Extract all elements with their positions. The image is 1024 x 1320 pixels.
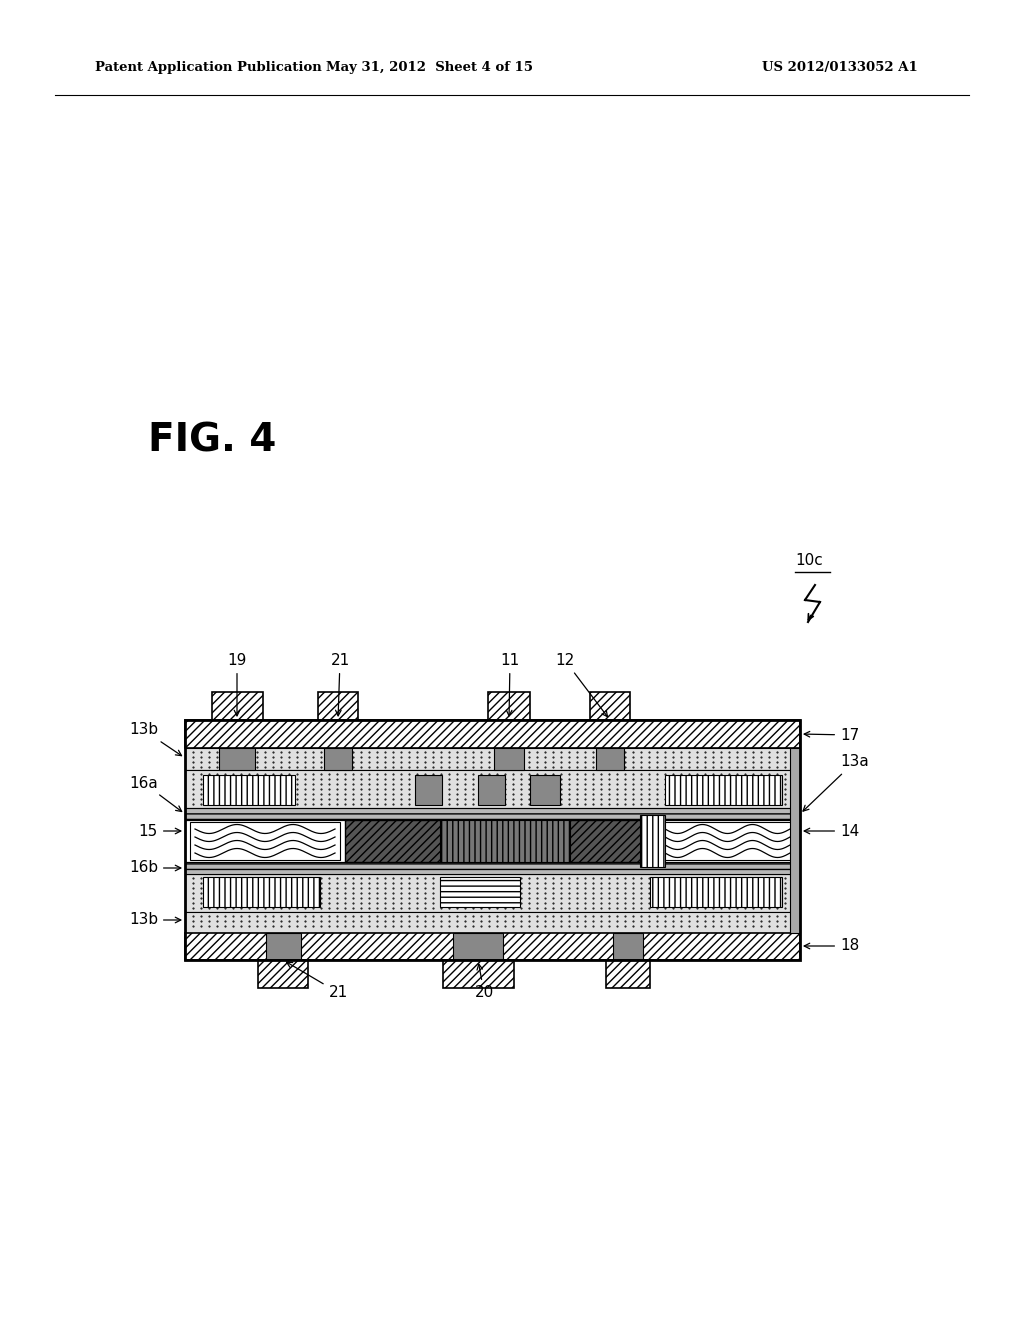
Bar	[318, 692, 358, 719]
Text: 12: 12	[555, 653, 607, 717]
Bar	[488, 692, 530, 719]
Bar	[650, 876, 782, 907]
Text: 11: 11	[501, 653, 519, 715]
Bar	[203, 775, 295, 805]
Text: 14: 14	[804, 824, 859, 838]
Bar	[265, 933, 300, 960]
Bar	[478, 775, 505, 805]
Bar	[185, 874, 800, 912]
Bar	[440, 820, 570, 862]
Bar	[185, 912, 800, 933]
Bar	[640, 814, 665, 867]
Text: Patent Application Publication: Patent Application Publication	[95, 62, 322, 74]
Bar	[596, 748, 624, 770]
Bar	[612, 933, 643, 960]
Bar	[203, 876, 319, 907]
Bar	[590, 692, 630, 719]
Bar	[665, 775, 782, 805]
Bar	[660, 822, 795, 861]
Bar	[185, 719, 800, 960]
Bar	[606, 960, 650, 987]
Text: May 31, 2012  Sheet 4 of 15: May 31, 2012 Sheet 4 of 15	[327, 62, 534, 74]
Text: 16b: 16b	[129, 861, 181, 875]
Text: 21: 21	[331, 653, 349, 715]
Text: 13a: 13a	[803, 755, 868, 810]
Text: 17: 17	[804, 727, 859, 742]
Text: 15: 15	[138, 824, 181, 838]
Bar	[530, 775, 560, 805]
Bar	[190, 822, 340, 861]
Text: 21: 21	[287, 962, 347, 1001]
Bar	[443, 960, 514, 987]
Text: FIG. 4: FIG. 4	[148, 421, 276, 459]
Text: 13b: 13b	[129, 912, 181, 928]
Bar	[440, 876, 520, 907]
Bar	[185, 748, 800, 770]
Text: 13b: 13b	[129, 722, 181, 755]
Bar	[185, 820, 800, 862]
Bar	[185, 719, 800, 748]
Bar	[790, 748, 800, 933]
Bar	[415, 775, 442, 805]
Bar	[185, 933, 800, 960]
Bar	[185, 808, 800, 820]
Bar	[324, 748, 352, 770]
Bar	[495, 748, 523, 770]
Bar	[185, 770, 800, 808]
Bar	[219, 748, 255, 770]
Bar	[212, 692, 263, 719]
Text: 19: 19	[227, 653, 247, 715]
Bar	[185, 862, 800, 874]
Bar	[345, 820, 655, 862]
Text: 18: 18	[804, 939, 859, 953]
Text: US 2012/0133052 A1: US 2012/0133052 A1	[762, 62, 918, 74]
Text: 10c: 10c	[795, 553, 822, 568]
Text: 20: 20	[474, 964, 494, 1001]
Text: 16a: 16a	[129, 776, 181, 812]
Bar	[258, 960, 308, 987]
Bar	[454, 933, 503, 960]
